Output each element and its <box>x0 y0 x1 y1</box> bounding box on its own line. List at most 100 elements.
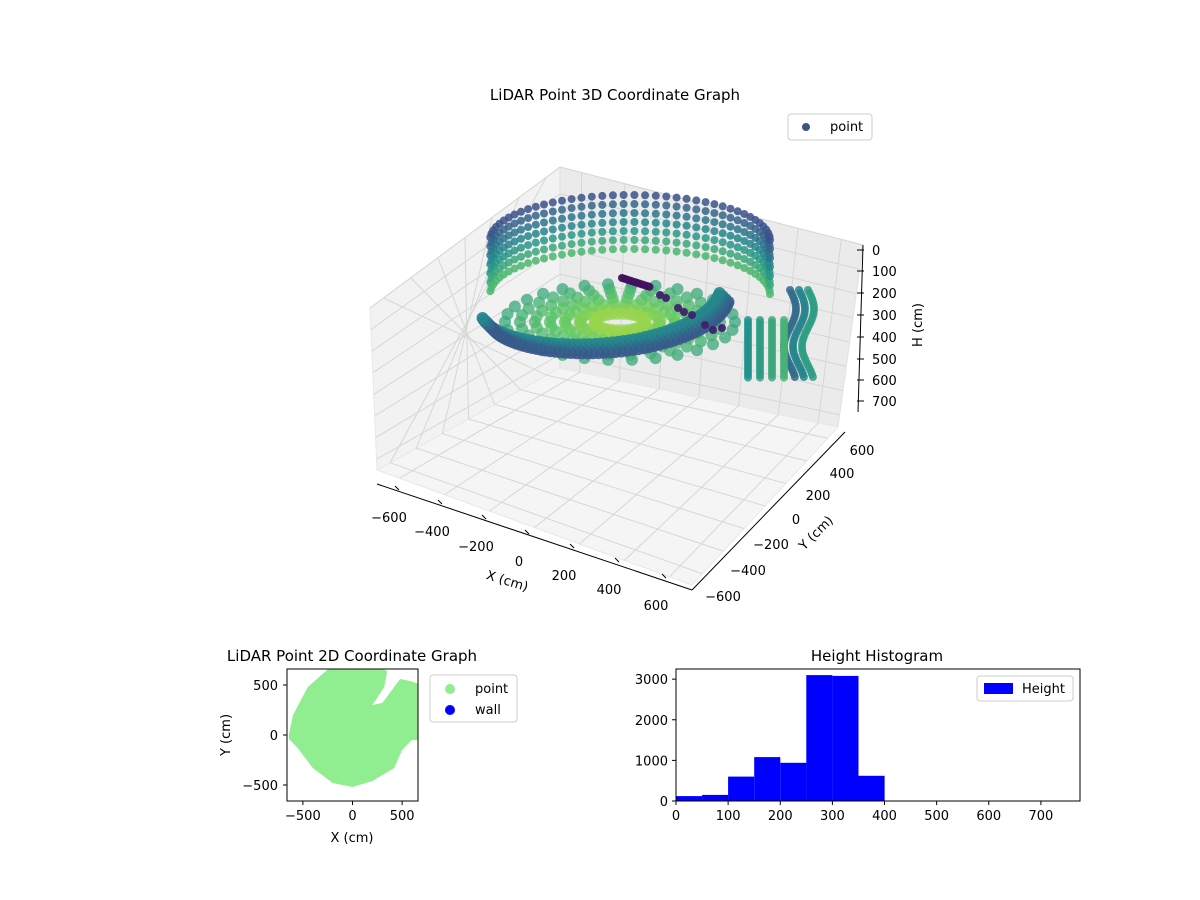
data-point <box>726 323 739 336</box>
data-point <box>682 203 691 212</box>
data-point <box>630 227 639 235</box>
data-point <box>672 247 681 256</box>
data-point <box>719 331 732 344</box>
data-point <box>710 218 719 227</box>
data-point <box>710 254 719 263</box>
data-point <box>540 245 548 254</box>
x-tick-label-2d: −500 <box>285 809 321 824</box>
data-point <box>630 200 639 208</box>
data-point <box>619 209 628 217</box>
data-point <box>718 256 727 265</box>
data-point <box>740 264 749 272</box>
data-point <box>567 249 576 258</box>
data-point <box>790 373 799 381</box>
legend-marker-wall-2d <box>445 705 455 715</box>
data-point <box>641 191 650 200</box>
data-point <box>766 281 774 289</box>
data-point <box>531 211 540 220</box>
data-point <box>598 200 607 209</box>
data-point <box>619 218 628 226</box>
data-point <box>651 227 660 236</box>
x-axis-label-2d: X (cm) <box>331 831 374 846</box>
h-axis-label: H (cm) <box>911 303 926 347</box>
data-point <box>707 338 719 351</box>
data-point <box>701 321 709 329</box>
data-point <box>548 243 557 252</box>
data-point <box>726 258 735 267</box>
data-point <box>558 232 566 241</box>
data-point <box>766 290 774 298</box>
data-point <box>540 254 548 263</box>
chart-3d-title: LiDAR Point 3D Coordinate Graph <box>490 86 740 104</box>
data-point <box>577 211 586 220</box>
histogram-bar <box>780 762 807 801</box>
y-tick-label-2d: −500 <box>242 779 278 794</box>
data-point <box>558 223 566 232</box>
y-tick-label: 400 <box>830 467 855 482</box>
data-point <box>651 200 660 209</box>
data-point <box>692 232 701 241</box>
h-tick-label: 300 <box>872 309 897 324</box>
data-point <box>662 228 671 237</box>
data-point <box>651 236 660 245</box>
data-point <box>768 373 776 382</box>
data-point <box>662 201 671 210</box>
data-point <box>524 259 533 268</box>
data-point <box>726 204 735 213</box>
data-point <box>733 234 742 243</box>
legend-marker-point <box>802 123 810 131</box>
data-point <box>701 243 710 252</box>
chart-2d: LiDAR Point 2D Coordinate Graph −500−500… <box>219 647 518 846</box>
histogram-bar <box>806 675 833 801</box>
legend-marker-height <box>984 683 1013 694</box>
data-point <box>653 313 666 326</box>
data-point <box>587 201 596 210</box>
data-point <box>548 234 557 243</box>
data-point <box>540 227 548 236</box>
axes-frame-hist <box>675 668 1081 802</box>
h-axis-line <box>857 244 864 413</box>
data-point <box>540 209 548 218</box>
data-point <box>598 245 607 254</box>
data-point <box>619 236 628 244</box>
x-tick-label: 0 <box>515 555 523 570</box>
data-point <box>558 205 566 214</box>
data-point <box>680 308 688 316</box>
data-point <box>517 216 525 225</box>
data-point <box>766 263 774 271</box>
histogram-bar <box>858 775 885 801</box>
data-point <box>587 237 596 246</box>
ticks-hist: 0 100 200 300 400 500 600 700 0 1000 2000 3000 <box>635 673 1053 824</box>
histogram-bar <box>728 776 755 801</box>
data-point <box>567 195 576 204</box>
data-point <box>501 308 514 321</box>
h-tick-label: 200 <box>872 287 897 302</box>
data-point <box>641 200 650 209</box>
data-point <box>630 191 639 199</box>
data-point <box>740 237 749 245</box>
data-point <box>662 237 671 246</box>
data-point <box>733 261 742 270</box>
data-point <box>692 214 701 223</box>
data-point <box>524 250 533 259</box>
data-point <box>701 216 710 225</box>
data-point <box>718 220 727 229</box>
data-point <box>740 246 749 254</box>
data-point <box>780 373 788 382</box>
data-point <box>766 272 774 280</box>
data-point <box>608 236 617 245</box>
data-point <box>587 228 596 237</box>
y-tick-label-2d: 500 <box>253 679 278 694</box>
data-point <box>619 200 628 208</box>
data-point <box>510 219 519 228</box>
data-point <box>641 245 650 254</box>
data-point <box>710 200 719 209</box>
x-tick-label-hist: 0 <box>672 809 680 824</box>
x-tick-label-hist: 400 <box>872 809 897 824</box>
data-point <box>510 210 519 219</box>
data-point <box>740 255 749 263</box>
x-tick-label-hist: 700 <box>1028 809 1053 824</box>
y-axis-label-2d: Y (cm) <box>219 714 234 757</box>
data-point <box>630 245 639 253</box>
y-tick-label-2d: 0 <box>270 729 278 744</box>
